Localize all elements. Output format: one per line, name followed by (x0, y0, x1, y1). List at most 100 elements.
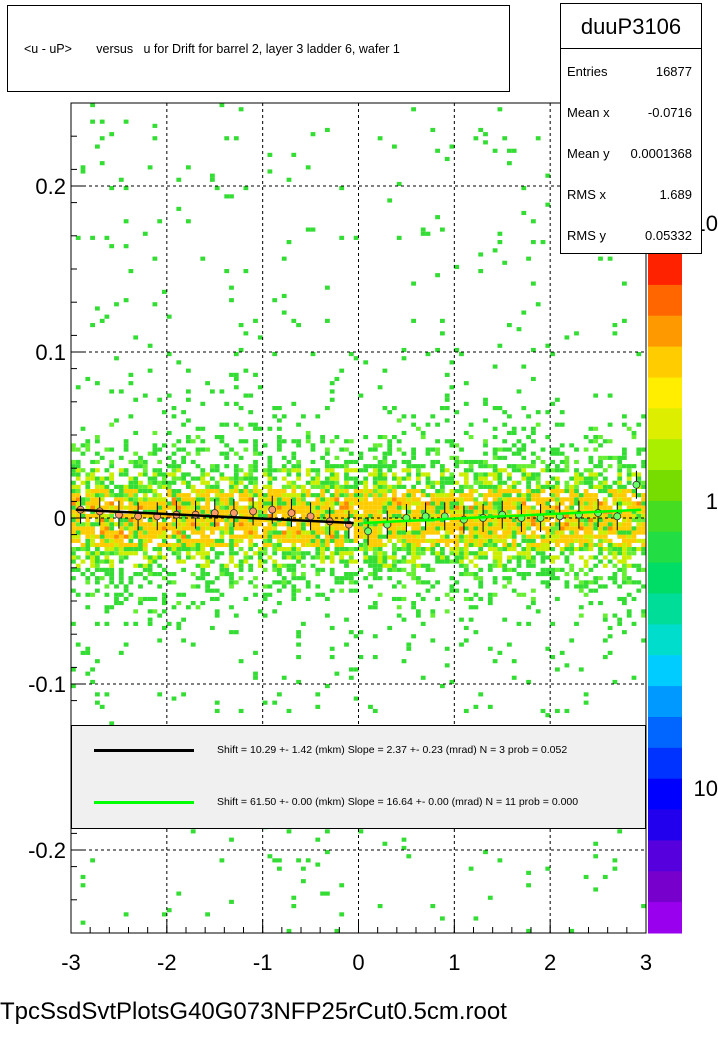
heatmap-cell (535, 480, 541, 485)
heatmap-cell (387, 501, 393, 506)
heatmap-cell (540, 555, 546, 560)
heatmap-cell (406, 534, 412, 539)
heatmap-cell (602, 439, 608, 444)
heatmap-cell (310, 534, 316, 539)
heatmap-cell (454, 588, 460, 593)
heatmap-cell (598, 534, 603, 539)
heatmap-cell (109, 605, 115, 610)
heatmap-cell (152, 518, 158, 523)
heatmap-cell (622, 455, 627, 460)
heatmap-cell (631, 435, 637, 440)
heatmap-cell (181, 472, 186, 477)
heatmap-cell (507, 542, 512, 548)
heatmap-cell (190, 584, 196, 589)
heatmap-cell (214, 700, 220, 705)
heatmap-cell (128, 576, 134, 581)
heatmap-cell (559, 451, 565, 456)
heatmap-cell (459, 538, 464, 543)
heatmap-cell (296, 464, 301, 469)
heatmap-cell (435, 480, 440, 485)
heatmap-cell (262, 472, 268, 477)
heatmap-cell (430, 509, 436, 514)
heatmap-cell (526, 489, 531, 494)
heatmap-cell (80, 513, 86, 519)
heatmap-cell (487, 484, 493, 489)
heatmap-cell (507, 148, 512, 153)
heatmap-cell (511, 526, 517, 531)
heatmap-cell (272, 551, 278, 556)
heatmap-cell (521, 497, 527, 502)
heatmap-cell (114, 601, 119, 606)
heatmap-cell (626, 476, 632, 481)
heatmap-cell (617, 551, 623, 556)
heatmap-cell (325, 613, 330, 618)
heatmap-cell (128, 522, 134, 527)
heatmap-cell (459, 555, 464, 560)
heatmap-cell (406, 559, 412, 564)
heatmap-cell (617, 505, 623, 510)
heatmap-cell (90, 493, 95, 498)
heatmap-cell (325, 850, 330, 855)
heatmap-cell (305, 505, 311, 510)
heatmap-cell (617, 455, 623, 460)
heatmap-cell (540, 572, 546, 577)
heatmap-cell (75, 501, 81, 506)
heatmap-cell (301, 555, 306, 560)
heatmap-cell (612, 331, 618, 336)
heatmap-cell (526, 256, 531, 261)
heatmap-cell (626, 464, 632, 469)
heatmap-cell (435, 551, 440, 556)
heatmap-cell (612, 323, 618, 328)
heatmap-cell (617, 526, 623, 531)
heatmap-cell (593, 497, 599, 502)
heatmap-cell (315, 555, 321, 560)
heatmap-cell (90, 858, 95, 863)
heatmap-cell (478, 530, 484, 535)
heatmap-cell (636, 563, 642, 568)
heatmap-cell (420, 596, 426, 602)
heatmap-cell (205, 484, 210, 489)
heatmap-cell (181, 518, 186, 523)
heatmap-cell (257, 513, 263, 519)
heatmap-cell (281, 675, 287, 680)
heatmap-cell (574, 547, 579, 552)
heatmap-cell (229, 480, 234, 485)
heatmap-cell (507, 161, 512, 166)
heatmap-cell (195, 497, 201, 502)
heatmap-cell (257, 335, 263, 340)
heatmap-cell (95, 659, 100, 664)
heatmap-cell (339, 464, 345, 469)
heatmap-cell (440, 480, 445, 485)
heatmap-cell (416, 563, 421, 568)
heatmap-cell (123, 119, 129, 124)
heatmap-cell (507, 642, 512, 647)
heatmap-cell (430, 904, 436, 909)
heatmap-cell (626, 609, 632, 614)
heatmap-cell (631, 551, 637, 556)
heatmap-cell (257, 505, 263, 510)
heatmap-cell (243, 596, 249, 602)
heatmap-cell (430, 530, 436, 535)
heatmap-cell (593, 576, 599, 581)
heatmap-cell (253, 576, 258, 581)
heatmap-cell (162, 289, 167, 294)
heatmap-cell (516, 572, 522, 577)
heatmap-cell (95, 505, 100, 510)
heatmap-cell (526, 484, 531, 489)
heatmap-cell (526, 493, 531, 498)
heatmap-cell (80, 451, 86, 456)
heatmap-cell (598, 601, 603, 606)
heatmap-cell (535, 572, 541, 577)
heatmap-cell (162, 530, 167, 535)
heatmap-cell (636, 513, 642, 519)
heatmap-cell (85, 476, 91, 481)
heatmap-cell (602, 534, 608, 539)
heatmap-cell (329, 484, 335, 489)
heatmap-cell (262, 443, 268, 448)
heatmap-cell (401, 468, 407, 473)
heatmap-cell (286, 551, 292, 556)
heatmap-cell (334, 472, 340, 477)
heatmap-cell (157, 534, 163, 539)
heatmap-cell (392, 526, 397, 531)
